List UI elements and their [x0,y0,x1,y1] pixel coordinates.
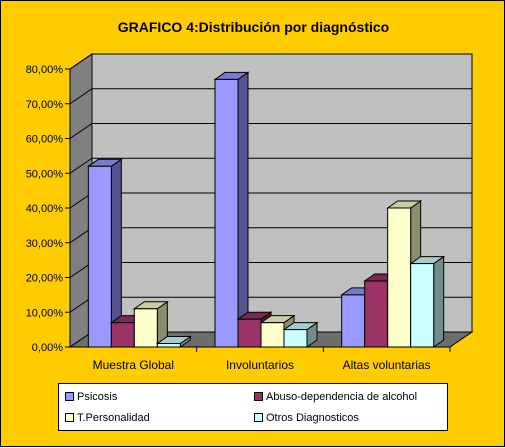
bar-front [283,329,308,348]
y-tick-label: 0,00% [32,342,63,354]
bar-front [87,165,112,348]
gridline [69,157,472,174]
legend-item: Otros Diagnosticos [254,411,359,425]
legend-label: Otros Diagnosticos [266,412,359,424]
legend-item: T.Personalidad [65,411,150,425]
bar-front [387,207,412,348]
bar [282,321,319,348]
bar [132,300,169,348]
bar-front [410,263,435,348]
gridline [69,88,472,105]
bar-front [133,308,158,348]
bar-side [237,71,249,348]
bar-front [341,294,366,348]
bar-front [110,322,135,348]
bar-front [214,78,239,348]
chart-legend: Psicosis Abuso-dependencia de alcohol T.Pe… [58,383,448,431]
legend-swatch [254,391,263,401]
x-tick-label: Involuntarios [226,358,294,372]
bar-side [433,255,445,348]
gridline [69,53,472,70]
legend-item: Psicosis [65,390,117,404]
legend-swatch [65,391,74,401]
bar-front [156,343,181,348]
legend-item: Abuso-dependencia de alcohol [254,390,417,404]
y-tick-label: 80,00% [26,64,64,76]
bar-front [237,318,262,348]
x-tick-label: Muestra Global [93,358,174,372]
bar [409,255,446,348]
bar-front [364,280,389,348]
legend-label: Abuso-dependencia de alcohol [266,391,418,403]
y-tick-label: 10,00% [26,307,64,319]
chart-title: GRAFICO 4:Distribución por diagnóstico [117,19,390,35]
y-tick-label: 60,00% [26,134,64,146]
legend-label: Psicosis [77,391,118,403]
y-tick-label: 30,00% [26,238,64,250]
legend-swatch [254,412,263,422]
x-tick-label: Altas voluntarias [343,358,431,372]
y-tick-label: 20,00% [26,273,64,285]
bar-front [260,322,285,348]
bar [213,71,250,348]
y-tick-label: 50,00% [26,168,64,180]
y-tick-label: 70,00% [26,99,64,111]
y-tick-label: 40,00% [26,203,64,215]
gridline [69,123,472,139]
legend-swatch [65,412,74,422]
bar [155,335,192,348]
legend-label: T.Personalidad [77,412,150,424]
